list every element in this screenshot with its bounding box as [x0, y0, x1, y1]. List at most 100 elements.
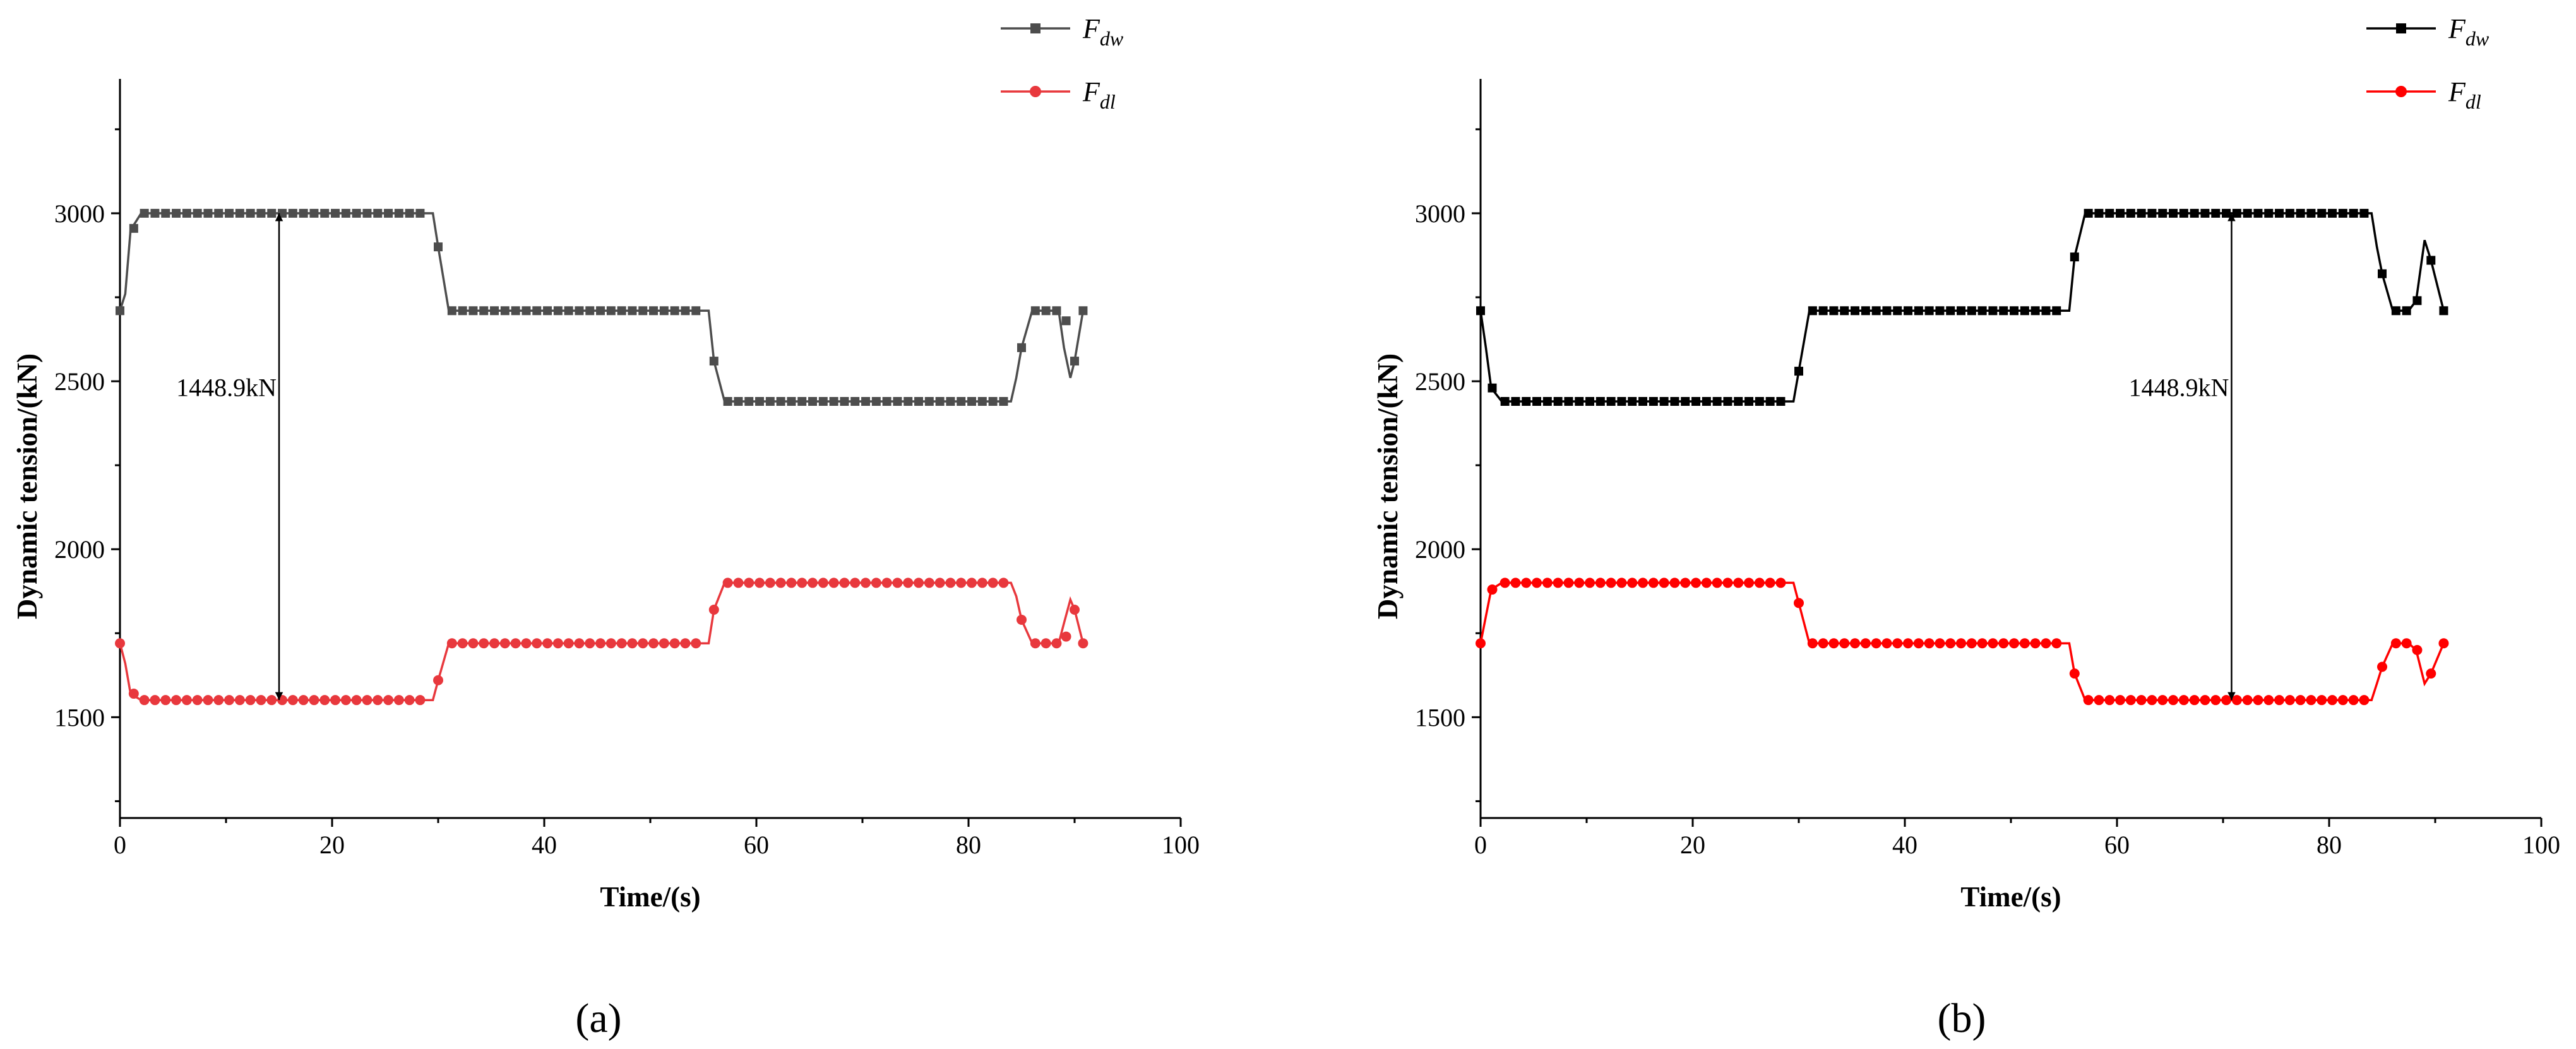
annotation-span: 1448.9kN [176, 213, 283, 701]
data-point [881, 578, 892, 588]
legend-label-sub: dw [1100, 27, 1124, 50]
data-point [1574, 578, 1585, 588]
data-point [1638, 578, 1649, 588]
data-point [808, 396, 818, 406]
series-f-dw [1476, 208, 2448, 406]
data-point [150, 695, 160, 706]
data-point [341, 208, 350, 218]
x-tick-label: 60 [2104, 831, 2130, 859]
data-point [150, 208, 160, 218]
data-point [1595, 396, 1605, 406]
data-point [828, 578, 839, 588]
data-point [669, 638, 680, 649]
legend-label-main: F [1082, 76, 1100, 107]
data-point [840, 396, 849, 406]
data-point [2084, 208, 2093, 218]
panel-label-text: (a) [575, 995, 621, 1041]
data-point [2041, 306, 2051, 316]
chart-panel-b: 0 20 40 60 80 100 1500 2000 2500 3000 Time/(s) Dyna… [1372, 13, 2560, 1041]
data-point [1488, 383, 1497, 393]
data-point [224, 695, 235, 706]
data-point [511, 306, 520, 316]
x-tick-label: 20 [319, 831, 345, 859]
data-point [1563, 578, 1574, 588]
data-point [1999, 306, 2008, 316]
data-point [2338, 208, 2347, 218]
data-point [161, 208, 170, 218]
data-point [181, 695, 192, 706]
data-point [2349, 208, 2358, 218]
data-point [956, 578, 967, 588]
data-point [585, 638, 595, 649]
data-point [1542, 578, 1553, 588]
data-point [2412, 644, 2423, 655]
data-point [182, 208, 191, 218]
data-point [1017, 614, 1027, 625]
data-point [468, 306, 478, 316]
data-point [733, 578, 744, 588]
data-point [2317, 695, 2327, 706]
x-tick-label: 40 [532, 831, 557, 859]
x-axis-title: Time/(s) [600, 881, 700, 913]
legend-item-f-dl: Fdl [1001, 76, 1116, 113]
data-point [616, 638, 627, 649]
data-point [510, 638, 521, 649]
data-point [362, 208, 372, 218]
annotation-span: 1448.9kN [2129, 213, 2236, 701]
data-point [1733, 578, 1744, 588]
data-point [2147, 208, 2157, 218]
data-point [2231, 695, 2242, 706]
data-point [245, 695, 256, 706]
data-point [2348, 695, 2359, 706]
data-point [490, 306, 499, 316]
y-tick-label: 2500 [54, 367, 105, 396]
data-point [288, 208, 297, 218]
data-point [596, 306, 605, 316]
data-point [2377, 661, 2387, 672]
data-point [787, 396, 796, 406]
data-point [850, 396, 860, 406]
data-point [2306, 208, 2316, 218]
data-point [299, 208, 308, 218]
data-point [2030, 306, 2040, 316]
data-point [1585, 578, 1595, 588]
data-point [2242, 695, 2253, 706]
data-point [340, 695, 351, 706]
data-point [1808, 306, 1817, 316]
y-tick-label: 1500 [54, 703, 105, 732]
y-axis-title: Dynamic tension/(kN) [11, 353, 43, 619]
legend-marker [2396, 23, 2406, 33]
data-point [893, 396, 902, 406]
data-point [116, 306, 124, 316]
data-point [722, 578, 733, 588]
data-point [967, 396, 977, 406]
data-point [458, 306, 467, 316]
data-point [542, 638, 553, 649]
data-point [2104, 695, 2115, 706]
legend-marker [2395, 86, 2407, 97]
data-point [434, 242, 443, 252]
data-point [1061, 631, 1071, 642]
data-point [2359, 695, 2370, 706]
data-point [193, 208, 202, 218]
data-point [1956, 638, 1967, 649]
data-point [1723, 396, 1732, 406]
data-point [681, 306, 690, 316]
data-point [499, 638, 510, 649]
data-point [1734, 396, 1743, 406]
data-point [1945, 638, 1956, 649]
data-point [351, 695, 362, 706]
data-point [744, 396, 754, 406]
data-point [1839, 638, 1850, 649]
series-f-dl [1476, 578, 2449, 706]
data-point [2337, 695, 2348, 706]
data-point [2263, 695, 2274, 706]
data-point [595, 638, 606, 649]
data-point [998, 578, 1009, 588]
data-point [1691, 396, 1701, 406]
data-point [2274, 695, 2285, 706]
data-point [2041, 638, 2051, 649]
data-point [383, 695, 394, 706]
data-point [924, 578, 934, 588]
data-point [1041, 638, 1051, 649]
